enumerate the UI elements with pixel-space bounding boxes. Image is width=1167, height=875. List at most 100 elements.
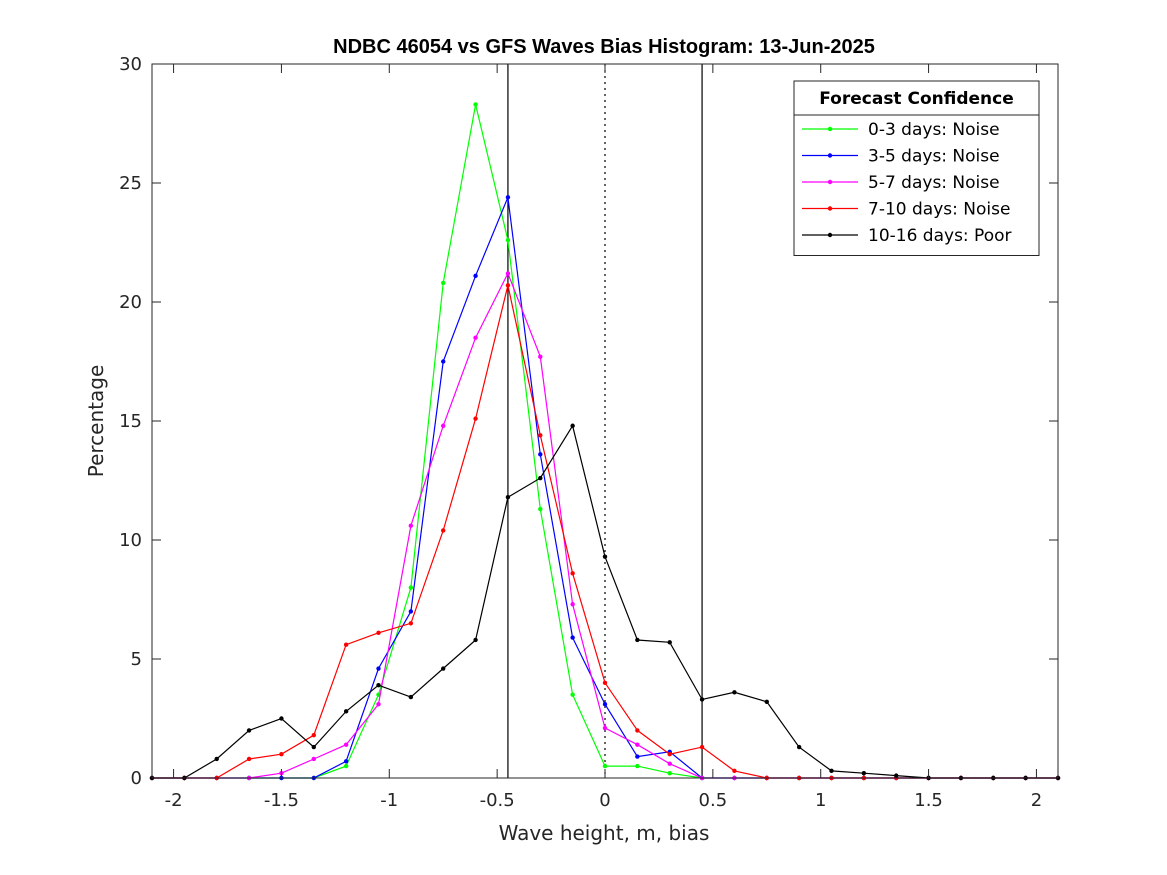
data-point-1-7 xyxy=(376,666,381,671)
data-point-4-13 xyxy=(570,423,575,428)
data-point-2-10 xyxy=(473,335,478,340)
data-point-4-18 xyxy=(732,690,737,695)
data-point-0-13 xyxy=(570,692,575,697)
data-point-4-22 xyxy=(861,771,867,776)
data-point-2-7 xyxy=(376,702,381,707)
data-point-3-3 xyxy=(246,756,252,762)
data-point-1-11 xyxy=(505,195,511,200)
data-point-4-11 xyxy=(505,494,511,500)
data-point-0-11 xyxy=(505,237,511,243)
data-point-0-12 xyxy=(538,506,543,512)
data-point-4-5 xyxy=(311,744,316,750)
data-point-2-16 xyxy=(667,761,672,766)
data-point-4-8 xyxy=(408,694,414,700)
x-tick-label-7: 1.5 xyxy=(914,790,943,811)
data-point-4-14 xyxy=(602,554,608,559)
data-point-1-8 xyxy=(408,609,414,614)
data-point-4-10 xyxy=(473,637,478,643)
legend-label-4: 10-16 days: Poor xyxy=(868,226,1012,246)
legend-label-0: 0-3 days: Noise xyxy=(868,120,1000,140)
y-tick-label-1: 5 xyxy=(131,649,142,670)
data-point-4-4 xyxy=(279,716,284,721)
data-point-3-5 xyxy=(311,732,316,738)
legend: Forecast Confidence 0-3 days: Noise 3-5 da… xyxy=(793,80,1040,256)
data-point-0-15 xyxy=(635,763,640,769)
data-point-4-20 xyxy=(796,744,802,750)
data-point-1-10 xyxy=(473,273,478,279)
data-point-4-19 xyxy=(764,699,769,705)
y-tick-label-0: 0 xyxy=(131,768,142,789)
data-point-4-3 xyxy=(246,728,252,733)
data-point-2-13 xyxy=(570,602,575,607)
legend-title: Forecast Confidence xyxy=(819,89,1014,109)
x-tick-label-3: -0.5 xyxy=(480,790,515,811)
data-point-4-6 xyxy=(343,709,349,714)
y-tick-label-2: 10 xyxy=(119,530,142,551)
x-tick-label-1: -1.5 xyxy=(264,790,299,811)
data-point-3-15 xyxy=(635,728,640,733)
y-tick-label-5: 25 xyxy=(119,173,142,194)
x-tick-label-6: 1 xyxy=(815,790,826,811)
x-tick-label-4: 0 xyxy=(599,790,610,811)
y-axis-label: Percentage xyxy=(84,365,108,478)
legend-marker-1 xyxy=(827,153,833,158)
data-point-1-14 xyxy=(602,702,608,707)
data-point-3-13 xyxy=(570,571,575,576)
data-point-2-5 xyxy=(311,756,316,762)
data-point-0-9 xyxy=(441,280,446,286)
data-point-3-4 xyxy=(279,752,284,757)
y-tick-label-3: 15 xyxy=(119,411,142,432)
legend-marker-0 xyxy=(827,126,833,132)
x-axis-label: Wave height, m, bias xyxy=(499,821,710,845)
data-point-2-12 xyxy=(538,354,543,359)
legend-label-3: 7-10 days: Noise xyxy=(868,200,1010,220)
data-point-4-2 xyxy=(214,756,219,762)
data-point-3-18 xyxy=(732,768,737,774)
data-point-0-14 xyxy=(602,763,608,769)
x-tick-label-5: 0.5 xyxy=(699,790,728,811)
data-point-3-14 xyxy=(602,680,608,685)
data-point-4-21 xyxy=(829,768,834,774)
data-point-2-14 xyxy=(602,725,608,731)
data-point-4-16 xyxy=(667,640,672,645)
data-point-4-15 xyxy=(635,637,640,643)
data-point-1-15 xyxy=(635,754,640,759)
x-tick-label-2: -1 xyxy=(380,790,398,811)
data-point-3-10 xyxy=(473,416,478,421)
data-point-1-13 xyxy=(570,635,575,640)
data-point-1-12 xyxy=(538,452,543,457)
data-point-2-11 xyxy=(505,271,511,276)
legend-label-1: 3-5 days: Noise xyxy=(868,147,1000,167)
data-point-3-17 xyxy=(699,744,705,750)
data-point-4-9 xyxy=(441,666,446,671)
y-tick-label-6: 30 xyxy=(119,54,142,75)
legend-marker-3 xyxy=(827,206,833,211)
data-point-0-6 xyxy=(343,763,349,769)
data-point-3-9 xyxy=(441,528,446,533)
x-tick-label-8: 2 xyxy=(1031,790,1042,811)
data-point-0-8 xyxy=(408,585,414,590)
data-point-4-7 xyxy=(376,682,381,688)
data-point-0-16 xyxy=(667,771,672,776)
data-point-2-9 xyxy=(441,423,446,428)
data-point-4-17 xyxy=(699,697,705,702)
data-point-3-12 xyxy=(538,433,543,438)
data-point-0-10 xyxy=(473,102,478,107)
legend-box xyxy=(793,80,1040,256)
data-point-3-6 xyxy=(343,642,349,647)
data-point-1-6 xyxy=(343,759,349,764)
data-point-3-16 xyxy=(667,752,672,757)
data-point-2-6 xyxy=(343,742,349,747)
data-point-2-8 xyxy=(408,523,414,528)
data-point-2-15 xyxy=(635,742,640,747)
legend-label-2: 5-7 days: Noise xyxy=(868,173,1000,193)
data-point-3-7 xyxy=(376,630,381,636)
data-point-4-23 xyxy=(894,773,899,778)
data-point-4-12 xyxy=(538,475,543,481)
y-tick-label-4: 20 xyxy=(119,292,142,313)
data-point-3-8 xyxy=(408,621,414,626)
legend-marker-2 xyxy=(827,179,833,185)
x-tick-label-0: -2 xyxy=(165,790,183,811)
